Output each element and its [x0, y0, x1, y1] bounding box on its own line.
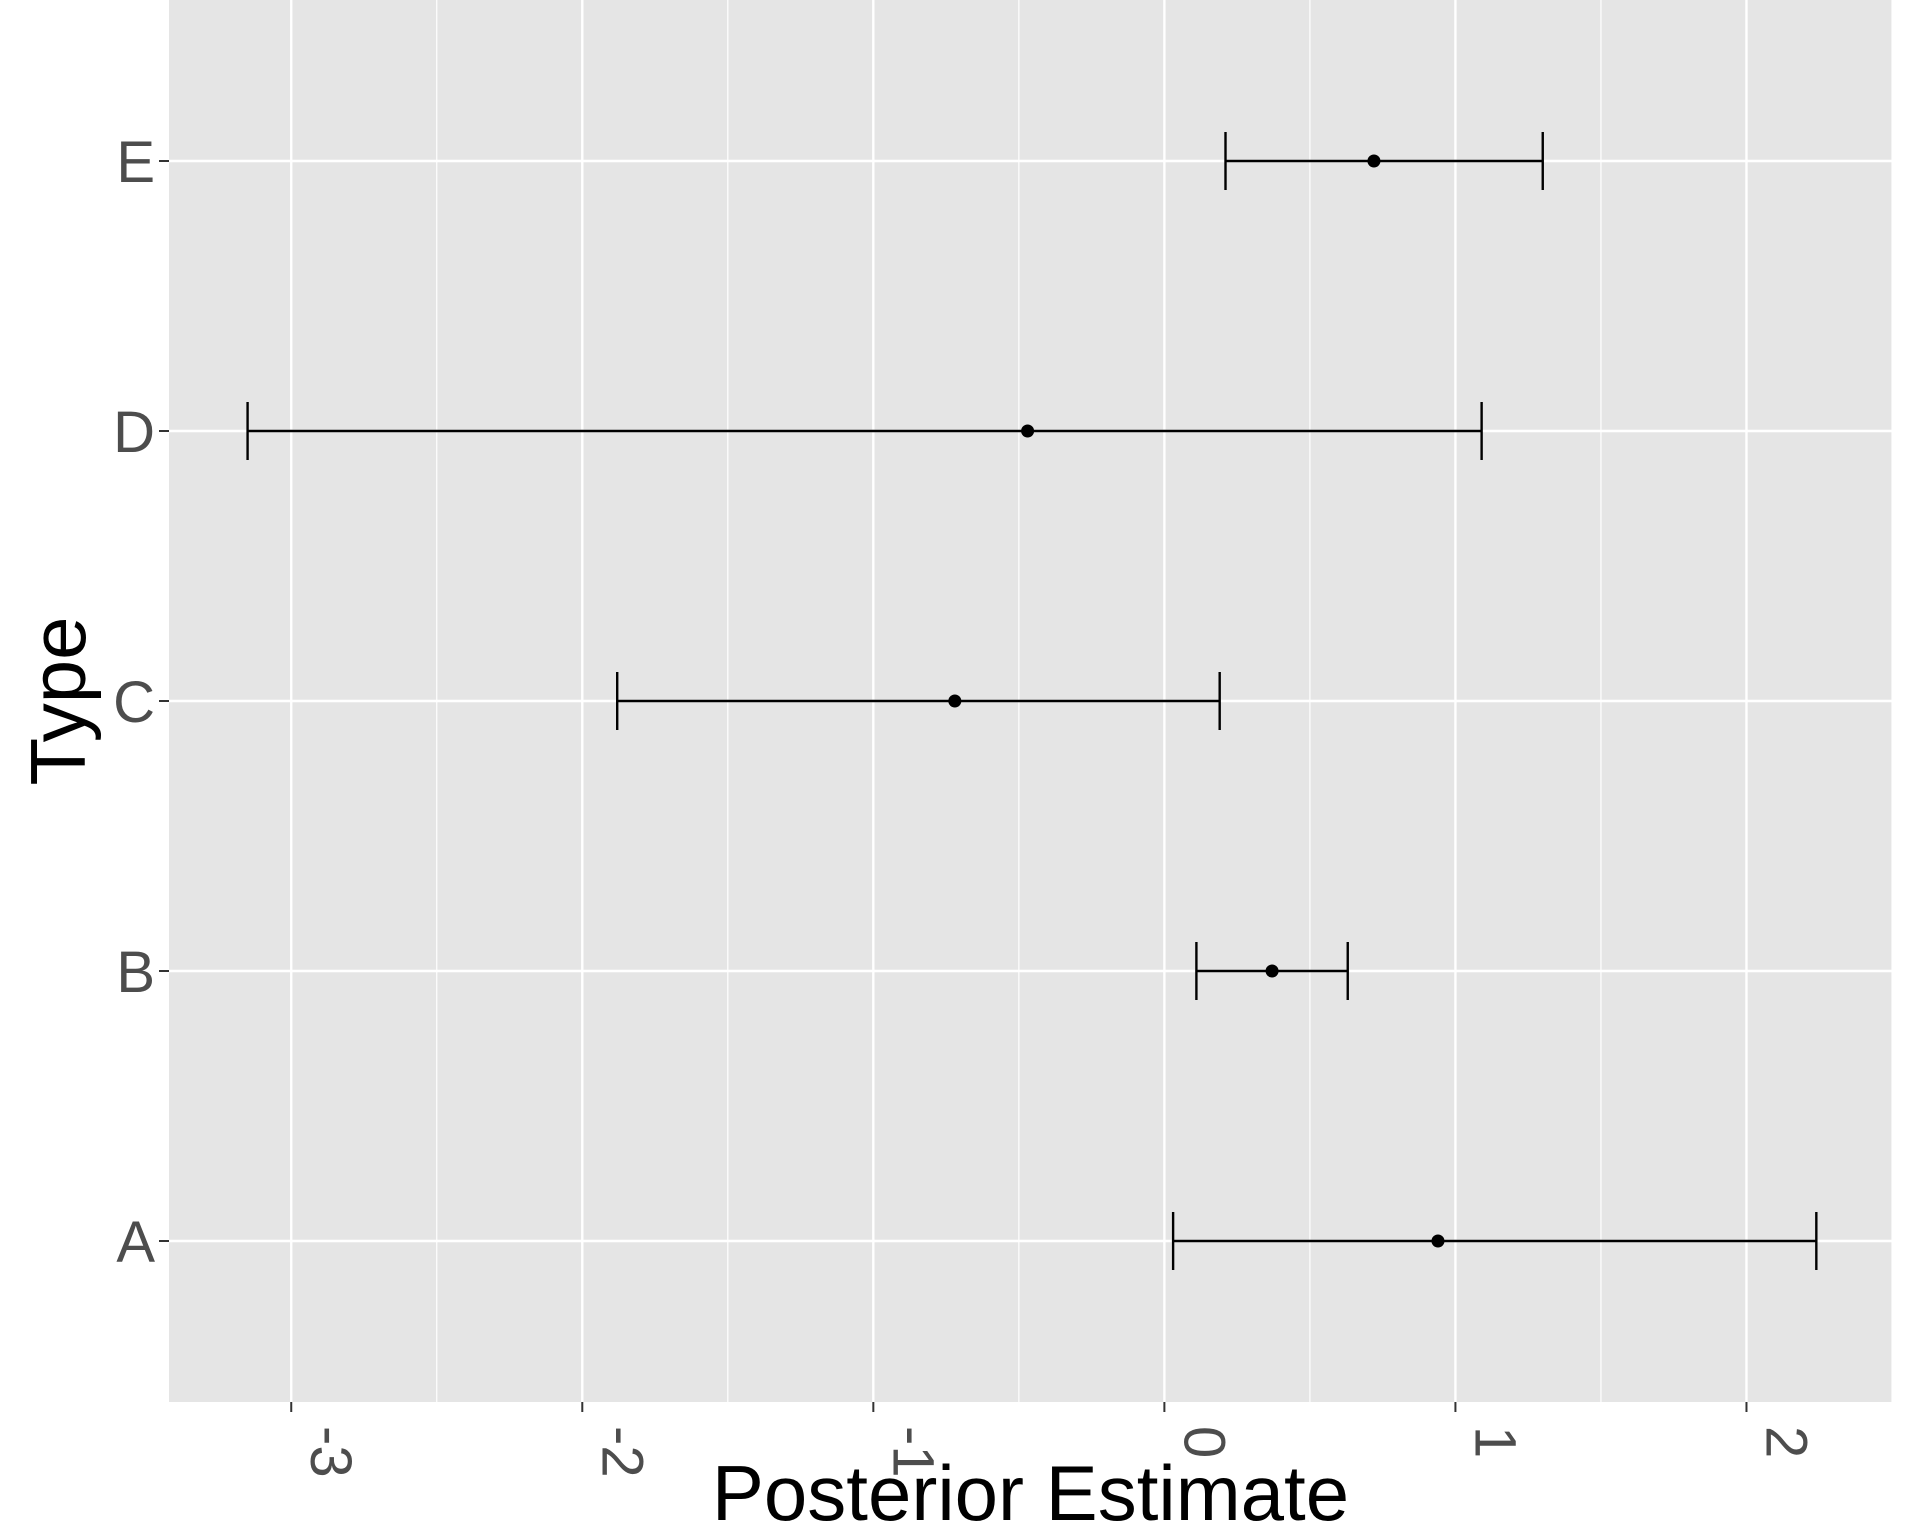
errorbar-C: [616, 672, 1221, 730]
y-axis: A B C D E: [113, 130, 169, 1275]
error-bars: [246, 132, 1818, 1270]
x-axis: -3 -2 -1 0 1 2: [290, 1402, 1818, 1478]
point-estimate: [1021, 424, 1035, 438]
errorbar-E: [1224, 132, 1544, 190]
y-tick-label: C: [113, 670, 155, 735]
errorbar-A: [1171, 1212, 1818, 1270]
y-tick-label: A: [116, 1210, 155, 1275]
x-tick-label: -2: [589, 1426, 654, 1478]
y-tick-label: E: [116, 130, 155, 195]
x-tick-label: -3: [298, 1426, 363, 1478]
y-tick-label: B: [116, 940, 155, 1005]
point-estimate: [1431, 1234, 1445, 1248]
point-estimate: [1367, 154, 1381, 168]
point-estimate: [1265, 964, 1279, 978]
errorbar-B: [1195, 942, 1349, 1000]
x-tick-label: 1: [1462, 1426, 1527, 1458]
x-tick-label: -1: [880, 1426, 945, 1478]
x-axis-title: Posterior Estimate: [712, 1449, 1349, 1536]
x-tick-label: 2: [1753, 1426, 1818, 1458]
errorbar-D: [246, 402, 1483, 460]
y-tick-label: D: [113, 400, 155, 465]
x-tick-label: 0: [1171, 1426, 1236, 1458]
y-axis-title: Type: [14, 616, 102, 785]
point-estimate: [948, 694, 962, 708]
